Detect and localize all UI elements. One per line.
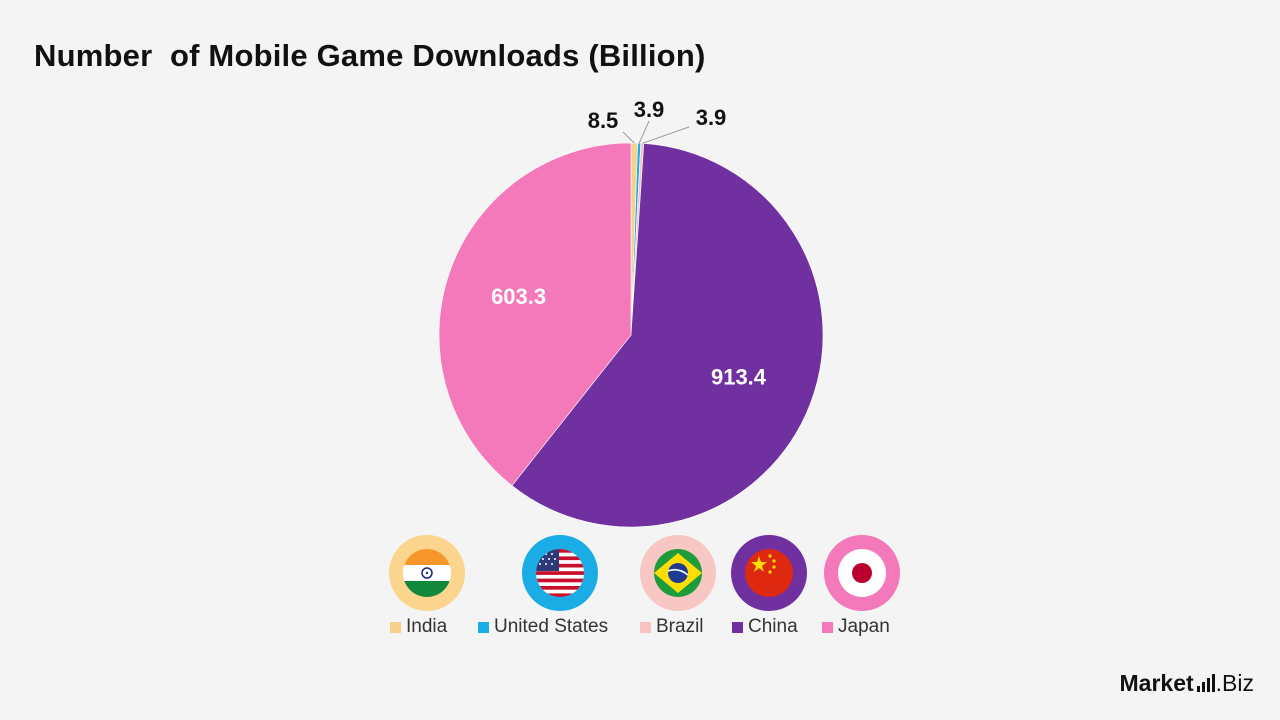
leader-line-united-states (638, 120, 650, 144)
legend-swatch-china (732, 621, 743, 633)
usa-flag-icon (522, 535, 598, 611)
leader-line-india (622, 131, 635, 144)
chart-legend: India United States Brazil China Japan (0, 616, 1280, 640)
legend-item-india: India (390, 616, 447, 638)
legend-label-brazil: Brazil (656, 616, 704, 637)
data-label-united-states: 3.9 (634, 97, 665, 122)
brazil-flag-icon (640, 535, 716, 611)
data-label-japan: 603.3 (491, 284, 546, 309)
legend-item-united-states: United States (478, 616, 608, 638)
brand-suffix: .Biz (1215, 670, 1254, 696)
legend-item-china: China (732, 616, 798, 638)
data-label-china: 913.4 (711, 364, 767, 389)
legend-label-india: India (406, 616, 448, 637)
pie-slice-japan (438, 142, 632, 487)
bar-chart-icon (1195, 674, 1215, 692)
legend-swatch-india (390, 621, 401, 633)
brand-logo: Market .Biz (1120, 670, 1255, 697)
japan-flag-icon (824, 535, 900, 611)
chart-title: Number of Mobile Game Downloads (Billion… (34, 38, 706, 73)
data-label-brazil: 3.9 (696, 105, 727, 130)
legend-label-japan: Japan (838, 616, 890, 637)
china-flag-icon (731, 535, 807, 611)
legend-label-china: China (748, 616, 798, 637)
legend-swatch-brazil (640, 621, 651, 633)
legend-label-united-states: United States (494, 616, 609, 637)
brand-name: Market (1119, 670, 1194, 696)
india-flag-icon (389, 535, 465, 611)
data-label-india: 8.5 (588, 108, 619, 133)
legend-item-brazil: Brazil (640, 616, 704, 638)
leader-line-brazil (642, 126, 690, 144)
legend-item-japan: Japan (822, 616, 890, 638)
legend-swatch-japan (822, 621, 833, 633)
legend-swatch-united-states (478, 621, 489, 633)
pie-slice-china (511, 143, 824, 528)
